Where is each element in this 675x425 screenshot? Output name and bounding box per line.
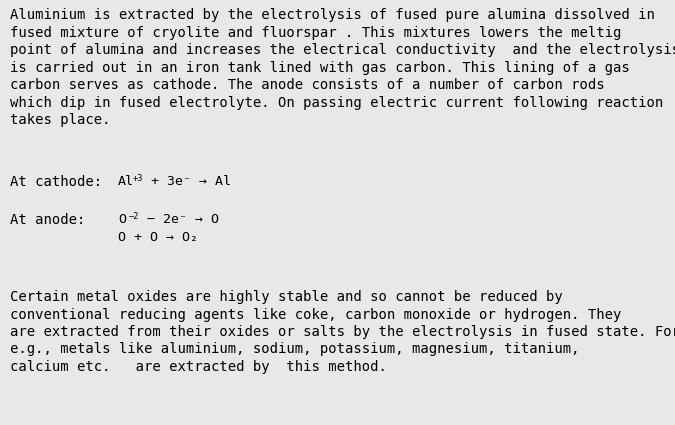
Text: At anode:: At anode: — [10, 213, 85, 227]
Text: Al: Al — [118, 175, 134, 188]
Text: which dip in fused electrolyte. On passing electric current following reaction: which dip in fused electrolyte. On passi… — [10, 96, 664, 110]
Text: O: O — [118, 213, 126, 226]
Text: Certain metal oxides are highly stable and so cannot be reduced by: Certain metal oxides are highly stable a… — [10, 290, 563, 304]
Text: O + O → O₂: O + O → O₂ — [118, 231, 198, 244]
Text: point of alumina and increases the electrical conductivity  and the electrolysis: point of alumina and increases the elect… — [10, 43, 675, 57]
Text: At cathode:: At cathode: — [10, 175, 102, 189]
Text: calcium etc.   are extracted by  this method.: calcium etc. are extracted by this metho… — [10, 360, 387, 374]
Text: e.g., metals like aluminium, sodium, potassium, magnesium, titanium,: e.g., metals like aluminium, sodium, pot… — [10, 343, 580, 357]
Text: fused mixture of cryolite and fluorspar . This mixtures lowers the meltig: fused mixture of cryolite and fluorspar … — [10, 26, 622, 40]
Text: −2: −2 — [129, 212, 140, 221]
Text: − 2e⁻ → O: − 2e⁻ → O — [139, 213, 219, 226]
Text: + 3e⁻ → Al: + 3e⁻ → Al — [143, 175, 231, 188]
Text: takes place.: takes place. — [10, 113, 111, 127]
Text: is carried out in an iron tank lined with gas carbon. This lining of a gas: is carried out in an iron tank lined wit… — [10, 60, 630, 74]
Text: Aluminium is extracted by the electrolysis of fused pure alumina dissolved in: Aluminium is extracted by the electrolys… — [10, 8, 655, 22]
Text: are extracted from their oxides or salts by the electrolysis in fused state. For: are extracted from their oxides or salts… — [10, 325, 675, 339]
Text: carbon serves as cathode. The anode consists of a number of carbon rods: carbon serves as cathode. The anode cons… — [10, 78, 605, 92]
Text: conventional reducing agents like coke, carbon monoxide or hydrogen. They: conventional reducing agents like coke, … — [10, 308, 622, 321]
Text: +3: +3 — [133, 174, 144, 183]
